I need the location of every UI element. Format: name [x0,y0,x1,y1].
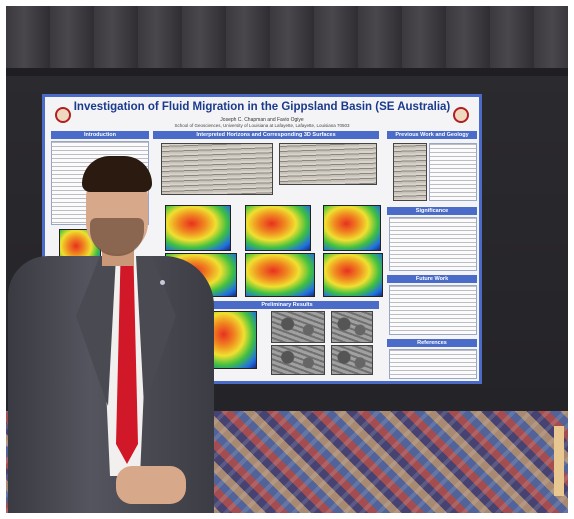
presenter [6,156,236,513]
university-seal-left [55,107,71,123]
curtain-rail [6,68,568,76]
poster-title: Investigation of Fluid Migration in the … [73,101,451,113]
photo: Investigation of Fluid Migration in the … [6,6,568,513]
surface-map-5 [245,253,315,297]
rock-image-1 [271,311,325,343]
section-introduction: Introduction [51,131,149,139]
future-work-text [389,285,477,335]
section-future-work: Future Work [387,275,477,283]
section-results: Preliminary Results [195,301,379,309]
surface-map-6 [323,253,383,297]
surface-map-3 [323,205,381,251]
hair [82,156,152,192]
clasped-hands [116,466,186,504]
beard [90,218,144,256]
poster-affiliation: School of Geosciences, University of Lou… [174,123,350,128]
curtain-backdrop [6,6,568,76]
seismic-section-1 [161,143,273,195]
easel-leg [554,426,564,496]
poster-authors: Joseph C. Chapman and Favio Ogiye [220,117,304,123]
rock-image-3 [271,345,325,375]
seismic-section-2 [279,143,377,185]
surface-map-1 [165,205,231,251]
section-significance: Significance [387,207,477,215]
section-interpreted-horizons: Interpreted Horizons and Corresponding 3… [153,131,379,139]
previous-work-text [429,143,477,201]
university-seal-right [453,107,469,123]
red-tie [116,264,138,464]
significance-text [389,217,477,271]
references-text [389,349,477,379]
section-previous-work: Previous Work and Geology [387,131,477,139]
stratigraphic-column [393,143,427,201]
rock-image-4 [331,345,373,375]
surface-map-2 [245,205,311,251]
rock-image-2 [331,311,373,343]
section-references: References [387,339,477,347]
lapel-pin [160,280,165,285]
